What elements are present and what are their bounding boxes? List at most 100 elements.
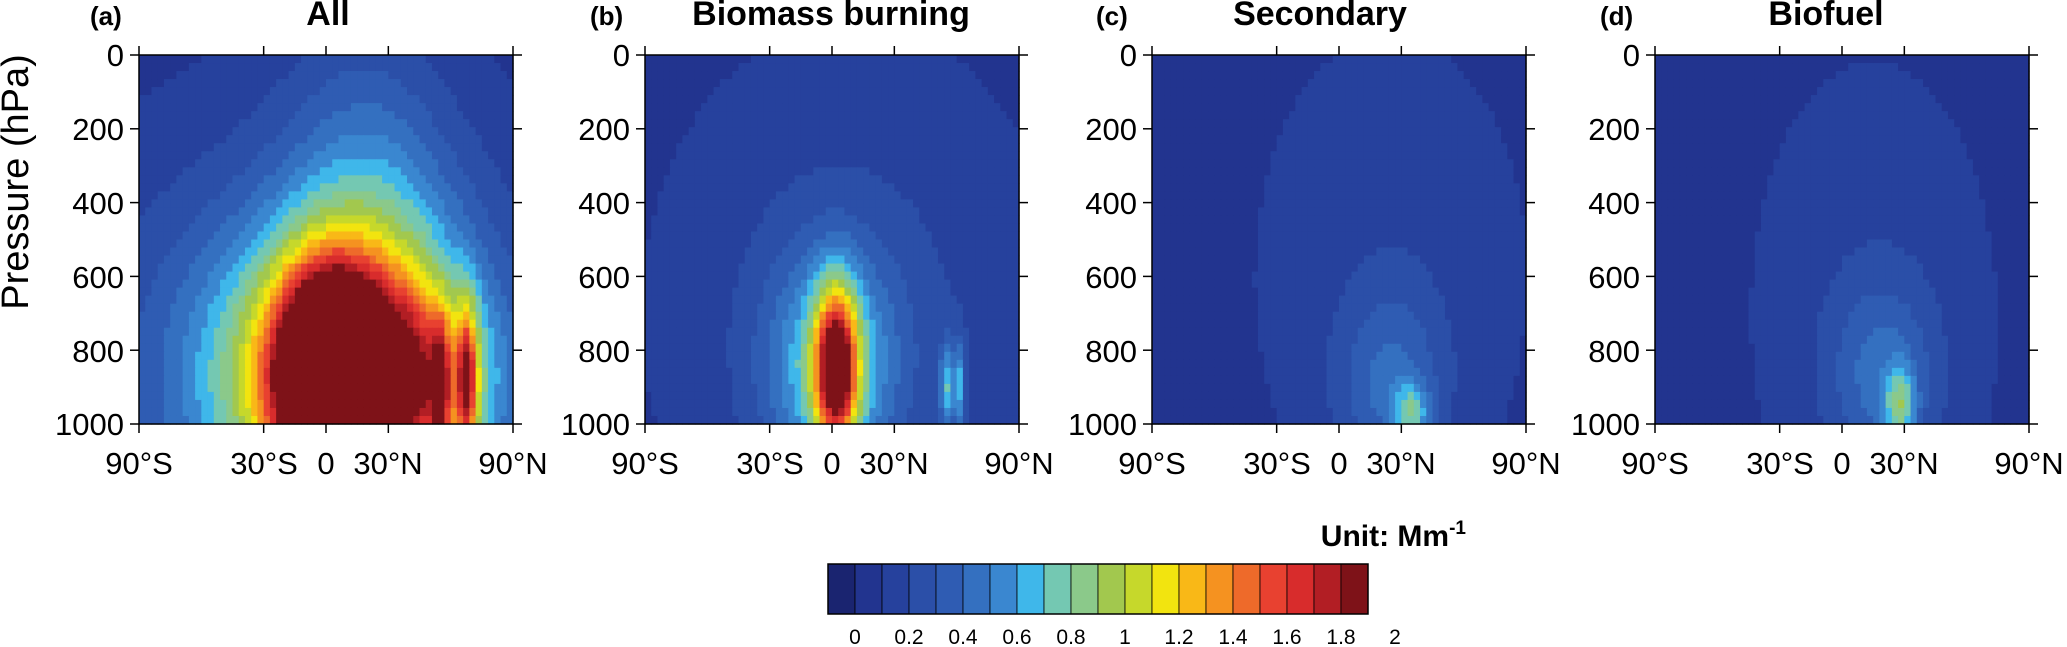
heatmap-cell — [375, 391, 383, 401]
heatmap-cell — [719, 167, 727, 176]
heatmap-cell — [738, 183, 746, 192]
heatmap-cell — [226, 87, 234, 96]
heatmap-cell — [657, 111, 665, 120]
heatmap-cell — [925, 55, 933, 64]
heatmap-cell — [438, 415, 446, 425]
heatmap-cell — [163, 135, 171, 144]
heatmap-cell — [251, 359, 259, 369]
heatmap-cell — [682, 327, 690, 337]
heatmap-cell — [981, 135, 989, 144]
heatmap-cell — [494, 183, 502, 192]
heatmap-cell — [888, 183, 895, 192]
heatmap-cell — [170, 279, 177, 289]
heatmap-cell — [419, 135, 427, 144]
heatmap-cell — [350, 311, 358, 321]
heatmap-cell — [294, 215, 302, 225]
heatmap-cell — [456, 175, 464, 184]
heatmap-cell — [444, 311, 452, 321]
heatmap-cell — [438, 199, 446, 209]
heatmap-cell — [676, 87, 683, 96]
heatmap-cell — [170, 199, 177, 209]
heatmap-cell — [463, 327, 470, 337]
heatmap-cell — [369, 343, 377, 353]
heatmap-cell — [832, 167, 839, 176]
heatmap-cell — [220, 143, 227, 152]
heatmap-cell — [238, 191, 246, 200]
heatmap-cell — [307, 327, 315, 337]
heatmap-cell — [407, 239, 414, 249]
heatmap-cell — [444, 231, 452, 241]
heatmap-cell — [170, 87, 177, 96]
heatmap-cell — [407, 335, 414, 345]
heatmap-cell — [956, 55, 964, 64]
heatmap-cell — [338, 295, 346, 305]
heatmap-cell — [357, 351, 364, 361]
heatmap-cell — [869, 231, 877, 241]
heatmap-cell — [994, 175, 1001, 184]
heatmap-cell — [969, 183, 976, 192]
heatmap-cell — [438, 79, 446, 88]
heatmap-cell — [244, 287, 252, 297]
heatmap-cell — [788, 87, 796, 96]
heatmap-cell — [201, 183, 209, 192]
heatmap-cell — [201, 95, 209, 104]
heatmap-cell — [388, 351, 396, 361]
heatmap-cell — [832, 111, 839, 120]
heatmap-cell — [269, 263, 277, 273]
heatmap-cell — [288, 247, 296, 257]
heatmap-cell — [382, 327, 389, 337]
heatmap-cell — [651, 119, 659, 128]
heatmap-cell — [794, 167, 802, 176]
heatmap-cell — [332, 111, 340, 120]
heatmap-cell — [425, 263, 433, 273]
heatmap-cell — [151, 255, 159, 265]
heatmap-cell — [139, 391, 146, 401]
heatmap-cell — [962, 295, 970, 305]
heatmap-cell — [925, 87, 933, 96]
heatmap-cell — [1000, 303, 1008, 313]
heatmap-cell — [813, 63, 821, 72]
heatmap-cell — [676, 311, 683, 321]
heatmap-cell — [994, 255, 1001, 265]
heatmap-cell — [669, 263, 677, 273]
heatmap-cell — [313, 143, 321, 152]
heatmap-cell — [413, 399, 421, 409]
heatmap-cell — [962, 231, 970, 241]
heatmap-cell — [176, 415, 184, 425]
heatmap-cell — [251, 367, 259, 377]
heatmap-cell — [469, 79, 477, 88]
heatmap-cell — [987, 119, 995, 128]
heatmap-cell — [744, 287, 752, 297]
heatmap-cell — [375, 63, 383, 72]
heatmap-cell — [213, 111, 221, 120]
heatmap-cell — [207, 175, 215, 184]
heatmap-cell — [170, 391, 177, 401]
heatmap-cell — [676, 159, 683, 168]
heatmap-cell — [726, 175, 733, 184]
heatmap-cell — [788, 191, 796, 200]
heatmap-cell — [213, 151, 221, 160]
heatmap-cell — [413, 287, 421, 297]
heatmap-cell — [207, 343, 215, 353]
heatmap-cell — [363, 223, 371, 233]
heatmap-cell — [794, 335, 802, 345]
heatmap-cell — [663, 143, 671, 152]
heatmap-cell — [881, 175, 889, 184]
heatmap-cell — [226, 279, 234, 289]
heatmap-cell — [220, 351, 227, 361]
heatmap-cell — [407, 143, 414, 152]
heatmap-cell — [962, 311, 970, 321]
heatmap-cell — [775, 295, 783, 305]
heatmap-cell — [338, 399, 346, 409]
heatmap-cell — [319, 191, 327, 200]
heatmap-cell — [782, 63, 789, 72]
heatmap-cell — [856, 255, 864, 265]
heatmap-cell — [676, 79, 683, 88]
heatmap-cell — [726, 87, 733, 96]
heatmap-cell — [694, 103, 702, 112]
heatmap-cell — [782, 143, 789, 152]
heatmap-cell — [463, 127, 470, 136]
heatmap-cell — [400, 111, 408, 120]
heatmap-cell — [875, 127, 883, 136]
heatmap-cell — [382, 55, 389, 64]
